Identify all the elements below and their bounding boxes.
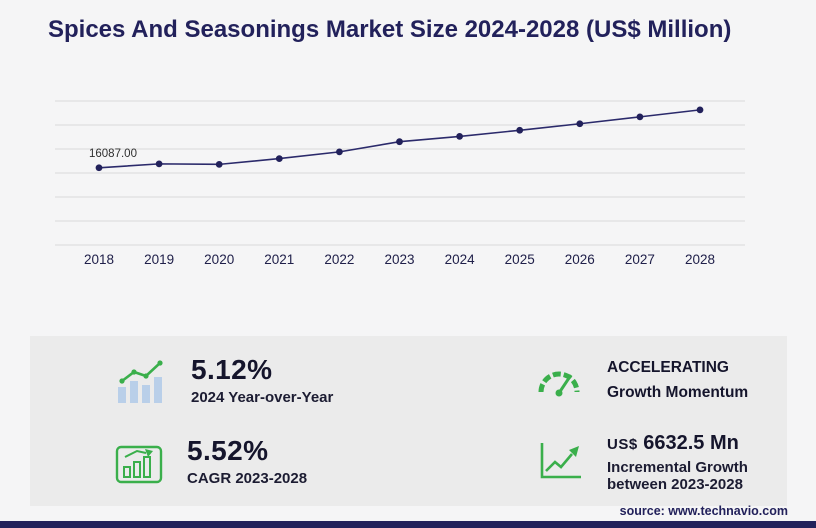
- currency-prefix: US$: [607, 435, 638, 453]
- stats-panel: 5.12% 2024 Year-over-Year ACCELERATING G…: [30, 336, 787, 506]
- stat-value: 5.52%: [187, 434, 269, 466]
- stat-cagr: 5.52% CAGR 2023-2028: [115, 421, 535, 502]
- growth-arrow-icon: [535, 441, 583, 483]
- bar-chart-growth-icon: [115, 359, 167, 403]
- source-attribution: source: www.technavio.com: [619, 504, 788, 518]
- svg-text:2020: 2020: [204, 252, 234, 267]
- stat-value: 5.12%: [191, 353, 273, 385]
- stat-value: US$ 6632.5 Mn: [607, 431, 748, 455]
- svg-text:2024: 2024: [445, 252, 476, 267]
- svg-text:2026: 2026: [565, 252, 595, 267]
- stat-yoy-growth: 5.12% 2024 Year-over-Year: [115, 340, 535, 421]
- stat-text: ACCELERATING Growth Momentum: [607, 356, 748, 406]
- stat-label-line-2: between 2023-2028: [607, 475, 743, 493]
- svg-text:2021: 2021: [264, 252, 294, 267]
- svg-text:2023: 2023: [384, 252, 414, 267]
- line-chart-svg: 2018 2019 2020 2021 2022 2023 2024 2025 2026 2027…: [55, 100, 745, 267]
- stat-text: US$ 6632.5 Mn Incremental Growth between…: [607, 431, 748, 493]
- stat-line-1: ACCELERATING: [607, 358, 729, 376]
- stat-text: 5.52% CAGR 2023-2028: [187, 434, 308, 488]
- stat-line-2: Growth Momentum: [607, 383, 749, 401]
- svg-text:16087.00: 16087.00: [89, 148, 137, 160]
- svg-text:2019: 2019: [144, 252, 174, 267]
- stat-growth-momentum: ACCELERATING Growth Momentum: [535, 340, 777, 421]
- bar-chart-outline-icon: [115, 440, 163, 484]
- stat-label: 2024 Year-over-Year: [191, 389, 334, 407]
- stat-incremental-growth: US$ 6632.5 Mn Incremental Growth between…: [535, 421, 777, 502]
- stat-text: 5.12% 2024 Year-over-Year: [191, 353, 334, 407]
- footer-bar: [0, 521, 816, 528]
- speedometer-icon: [535, 360, 583, 402]
- svg-text:2028: 2028: [685, 252, 715, 267]
- svg-text:2027: 2027: [625, 252, 655, 267]
- market-size-line-chart: 2018 2019 2020 2021 2022 2023 2024 2025 2026 2027…: [30, 88, 770, 278]
- svg-text:2025: 2025: [505, 252, 535, 267]
- svg-text:2018: 2018: [84, 252, 114, 267]
- stat-label: CAGR 2023-2028: [187, 470, 308, 488]
- page-title: Spices And Seasonings Market Size 2024-2…: [48, 16, 732, 43]
- stat-label-line-1: Incremental Growth: [607, 458, 748, 476]
- amount: 6632.5 Mn: [643, 431, 739, 454]
- svg-text:2022: 2022: [324, 252, 354, 267]
